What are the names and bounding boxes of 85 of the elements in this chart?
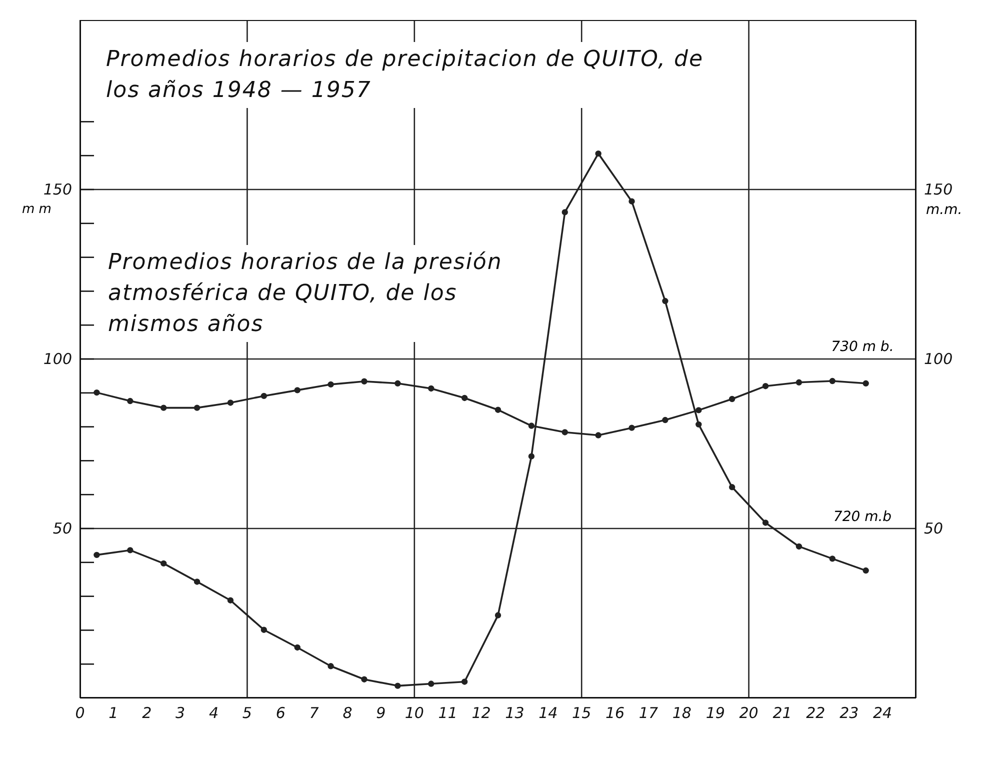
y2-axis-title: m.m. <box>926 202 962 218</box>
x-tick-label: 22 <box>806 704 826 722</box>
point <box>662 298 668 304</box>
point <box>127 547 134 554</box>
y2-tick-label: 50 <box>924 520 944 538</box>
point <box>160 560 167 567</box>
x-tick-label: 2 <box>142 704 152 722</box>
text: Promedios horarios de la presión atmosférica de QUITO, de los mismos años <box>104 245 512 342</box>
y-tick-label: 100 <box>43 350 72 368</box>
text: Promedios horarios de precipitacion de QUITO, de los años 1948 — 1957 <box>102 42 730 108</box>
point <box>227 400 234 406</box>
point <box>628 198 635 204</box>
x-tick-label: 3 <box>176 704 186 722</box>
x-tick-label: 13 <box>505 704 524 722</box>
x-tick-label: 9 <box>376 704 386 722</box>
point <box>829 556 836 562</box>
x-tick-label: 20 <box>739 704 758 722</box>
point <box>294 644 300 651</box>
point <box>428 680 434 687</box>
point <box>696 421 702 428</box>
point <box>728 396 736 402</box>
annotation: 720 m.b <box>832 508 893 524</box>
point <box>461 678 468 685</box>
y-axis-title: m m <box>22 202 52 216</box>
x-tick-label: 6 <box>276 704 286 722</box>
point <box>562 429 568 436</box>
point <box>194 578 200 585</box>
point <box>94 552 100 558</box>
point <box>628 424 635 431</box>
point <box>160 404 167 411</box>
point <box>829 378 836 384</box>
x-tick-label: 24 <box>873 704 892 722</box>
point <box>227 597 234 604</box>
point <box>796 543 802 550</box>
x-tick-label: 12 <box>472 704 491 722</box>
point <box>361 378 368 384</box>
y-tick-label: 150 <box>43 180 72 198</box>
point <box>127 398 134 404</box>
point <box>796 379 802 386</box>
point <box>862 567 869 574</box>
x-tick-label: 15 <box>572 704 592 722</box>
x-tick-label: 19 <box>706 704 725 722</box>
x-tick-label: 5 <box>242 704 252 722</box>
point <box>662 416 668 424</box>
point <box>762 520 769 526</box>
point <box>194 404 200 411</box>
point <box>260 392 268 400</box>
point <box>394 380 401 387</box>
point <box>494 612 502 618</box>
point <box>595 432 602 438</box>
x-tick-label: 18 <box>672 704 692 722</box>
point <box>528 453 535 460</box>
x-tick-label: 11 <box>438 704 458 722</box>
point <box>696 407 702 414</box>
y-tick-label: 50 <box>52 520 72 538</box>
point <box>595 150 602 157</box>
point <box>394 682 401 689</box>
y2-tick-label: 100 <box>924 350 953 368</box>
point <box>294 387 300 394</box>
point <box>862 380 869 387</box>
point <box>361 676 368 682</box>
point <box>562 209 568 216</box>
point <box>762 383 769 390</box>
x-tick-label: 8 <box>342 704 352 722</box>
point <box>260 626 268 633</box>
x-tick-label: 23 <box>840 704 859 722</box>
y2-tick-label: 150 <box>924 180 953 198</box>
x-tick-label: 16 <box>605 704 625 722</box>
point <box>728 484 736 490</box>
x-tick-label: 1 <box>108 704 118 722</box>
point <box>328 381 334 388</box>
x-tick-label: 17 <box>638 704 658 722</box>
x-tick-label: 7 <box>309 704 320 722</box>
x-tick-label: 0 <box>75 704 85 722</box>
point <box>328 663 334 670</box>
x-tick-label: 4 <box>208 704 219 722</box>
point <box>494 406 502 413</box>
point <box>528 422 535 429</box>
x-tick-label: 21 <box>772 704 792 722</box>
x-tick-label: 14 <box>538 704 558 722</box>
annotation: 730 m b. <box>830 339 895 355</box>
point <box>461 394 468 402</box>
point <box>428 385 434 392</box>
point <box>94 389 100 396</box>
x-tick-label: 10 <box>404 704 424 722</box>
